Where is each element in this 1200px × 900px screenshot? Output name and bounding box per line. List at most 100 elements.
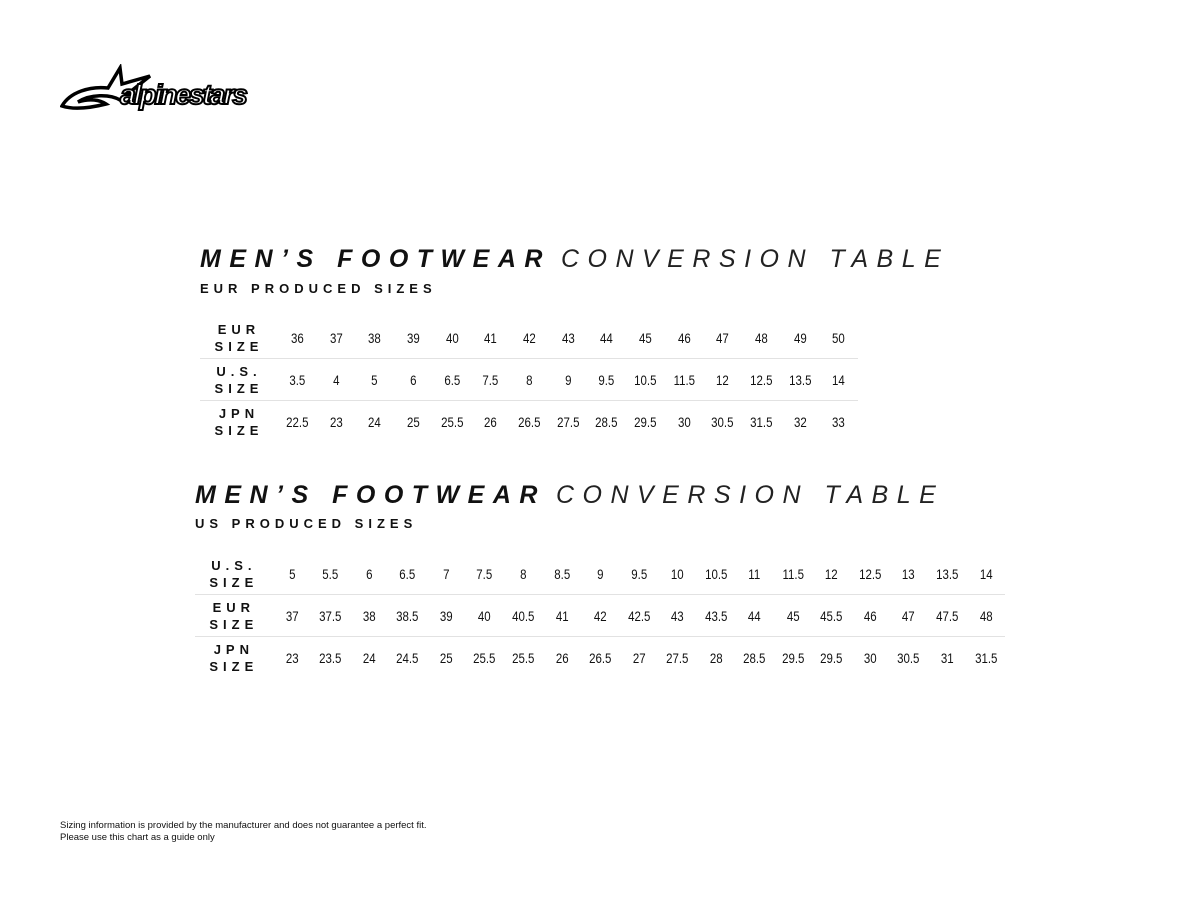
size-cell: 41	[555, 607, 569, 624]
size-cell: 29.5	[781, 649, 805, 666]
size-cell: 30.5	[711, 413, 734, 430]
size-cell: 6	[365, 565, 373, 582]
row-label-line: U.S.	[211, 557, 257, 573]
row-label-line: JPN	[213, 641, 254, 657]
size-cell: 11.5	[673, 371, 695, 388]
size-cell: 23	[285, 649, 299, 666]
disclaimer: Sizing information is provided by the ma…	[60, 820, 427, 844]
size-cell: 44	[748, 607, 761, 624]
size-cell: 25	[439, 649, 453, 666]
size-cell: 29.5	[634, 413, 657, 430]
size-cell: 24	[368, 413, 382, 430]
size-cell: 42	[593, 607, 607, 624]
size-cell: 12	[825, 565, 839, 582]
size-cell: 43.5	[704, 607, 728, 624]
size-cell: 26.5	[589, 649, 612, 666]
size-cell: 49	[793, 329, 807, 346]
size-cell: 45.5	[820, 607, 843, 624]
size-cell: 8.5	[553, 565, 570, 582]
size-cell: 46	[863, 607, 877, 624]
size-cell: 9	[564, 371, 572, 388]
size-cell: 24	[362, 649, 376, 666]
size-cell: 29.5	[820, 649, 843, 666]
size-cell: 23.5	[319, 649, 342, 666]
size-cell: 30.5	[897, 649, 920, 666]
eur-produced-sizes-table: EUR SIZE 36 37 38 39 40 41 42 43 44 45 46 47 48 49 50 U.S…	[200, 317, 858, 442]
size-cell: 27.5	[666, 649, 689, 666]
size-cell: 14	[979, 565, 993, 582]
table1-subtitle: EUR PRODUCED SIZES	[200, 281, 437, 296]
size-cell: 33	[832, 413, 846, 430]
size-cell: 38.5	[396, 607, 419, 624]
size-cell: 13.5	[936, 565, 959, 582]
size-cell: 32	[793, 413, 807, 430]
size-cell: 45	[638, 329, 652, 346]
size-cell: 8	[526, 371, 533, 388]
size-cell: 3.5	[289, 371, 306, 388]
size-cell: 31	[940, 649, 954, 666]
row-label-line: JPN	[218, 405, 260, 421]
size-cell: 7.5	[476, 565, 493, 582]
size-cell: 23	[329, 413, 343, 430]
row-label-line: SIZE	[214, 338, 264, 354]
size-cell: 44	[600, 329, 614, 346]
size-cell: 28	[709, 649, 723, 666]
size-cell: 42.5	[627, 607, 651, 624]
size-cell: 38	[362, 607, 376, 624]
size-cell: 45	[786, 607, 800, 624]
row-label: U.S. SIZE	[200, 363, 278, 397]
row-label-line: EUR	[217, 321, 261, 337]
row-label-line: SIZE	[214, 422, 264, 438]
size-cell: 6.5	[444, 371, 460, 388]
size-cell: 38	[368, 329, 382, 346]
size-cell: 30	[863, 649, 877, 666]
title-bold: MEN’S FOOTWEAR	[195, 481, 546, 509]
size-cell: 40	[445, 329, 459, 346]
size-cell: 26.5	[518, 413, 541, 430]
size-cell: 28.5	[595, 413, 618, 430]
size-cell: 50	[832, 329, 846, 346]
row-label-line: U.S.	[216, 363, 262, 379]
size-cell: 12.5	[750, 371, 773, 388]
size-cell: 37.5	[319, 607, 342, 624]
size-cell: 9.5	[630, 565, 647, 582]
size-cell: 11.5	[782, 565, 804, 582]
table-row: U.S. SIZE 3.5 4 5 6 6.5 7.5 8 9 9.5 10.5 11.5 12 12.5 1…	[200, 359, 858, 401]
size-cell: 13	[902, 565, 916, 582]
disclaimer-line-1: Sizing information is provided by the ma…	[60, 820, 427, 831]
size-cell: 6.5	[399, 565, 416, 582]
table1-title: MEN’S FOOTWEAR CONVERSION TABLE	[200, 245, 949, 274]
size-cell: 40.5	[512, 607, 535, 624]
size-cell: 7.5	[482, 371, 499, 388]
size-cell: 5	[288, 565, 296, 582]
row-label: JPN SIZE	[200, 405, 278, 439]
size-cell: 39	[406, 329, 420, 346]
size-cell: 13.5	[788, 371, 812, 388]
size-cell: 5	[371, 371, 378, 388]
size-cell: 24.5	[396, 649, 419, 666]
alpinestars-logo: alpinestars	[59, 62, 270, 114]
size-cell: 43	[561, 329, 575, 346]
size-cell: 42	[522, 329, 536, 346]
title-light: CONVERSION TABLE	[555, 481, 945, 509]
size-cell: 4	[332, 371, 340, 388]
table-row: EUR SIZE 37 37.5 38 38.5 39 40 40.5 41 42 42.5 43 43.…	[195, 595, 1005, 637]
row-label-line: SIZE	[209, 574, 259, 590]
size-cell: 25.5	[512, 649, 535, 666]
size-cell: 48	[754, 329, 768, 346]
table2-title: MEN’S FOOTWEAR CONVERSION TABLE	[195, 481, 944, 510]
svg-text:alpinestars: alpinestars	[120, 79, 247, 110]
size-cell: 26	[484, 413, 498, 430]
size-cell: 10	[671, 565, 684, 582]
table2-subtitle: US PRODUCED SIZES	[195, 516, 418, 531]
size-cell: 25.5	[440, 413, 464, 430]
size-cell: 31.5	[750, 413, 773, 430]
row-label: EUR SIZE	[200, 321, 278, 355]
size-cell: 31.5	[974, 649, 997, 666]
row-label-line: EUR	[212, 599, 256, 615]
size-cell: 27	[632, 649, 646, 666]
size-cell: 43	[671, 607, 684, 624]
table-row: JPN SIZE 22.5 23 24 25 25.5 26 26.5 27.5 28.5 29.5 3…	[200, 401, 858, 442]
size-cell: 25.5	[473, 649, 496, 666]
size-cell: 14	[832, 371, 846, 388]
